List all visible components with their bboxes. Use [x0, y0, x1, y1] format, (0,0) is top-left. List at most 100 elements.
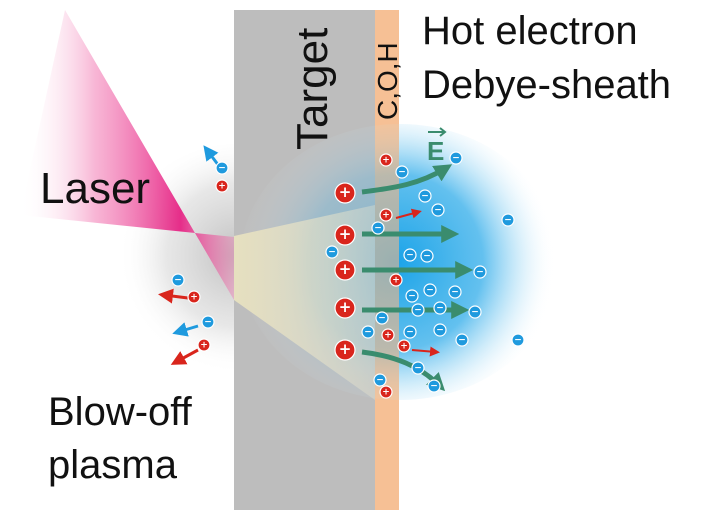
svg-text:−: − — [452, 154, 460, 164]
svg-text:+: + — [339, 183, 352, 201]
svg-text:+: + — [339, 340, 352, 358]
electron-particle: − — [468, 305, 482, 319]
svg-text:−: − — [328, 248, 336, 258]
ion-particle: + — [379, 385, 393, 399]
target-label: Target — [288, 28, 337, 150]
ion-particle: + — [379, 208, 393, 222]
svg-text:−: − — [504, 216, 512, 226]
svg-text:−: − — [174, 276, 182, 286]
svg-text:−: − — [406, 328, 414, 338]
rear-ion-arrows — [395, 208, 440, 357]
svg-text:−: − — [426, 286, 434, 296]
svg-text:+: + — [339, 260, 352, 278]
electron-particle: − — [433, 323, 447, 337]
svg-text:−: − — [451, 288, 459, 298]
electron-arrow — [172, 322, 199, 337]
svg-text:+: + — [400, 342, 408, 352]
svg-text:−: − — [458, 336, 466, 346]
sheath-label-line1: Hot electron — [422, 9, 638, 53]
svg-text:+: + — [339, 225, 352, 243]
electron-particle: − — [375, 311, 389, 325]
electron-particle: − — [448, 285, 462, 299]
electron-particle: − — [405, 289, 419, 303]
electron-particle: − — [418, 189, 432, 203]
svg-text:−: − — [421, 192, 429, 202]
svg-text:+: + — [384, 331, 392, 341]
svg-text:+: + — [392, 276, 400, 286]
ion-arrow — [411, 346, 440, 357]
svg-text:+: + — [382, 388, 390, 398]
ion-particle: + — [334, 182, 356, 204]
electron-particle: − — [473, 265, 487, 279]
ion-particle: + — [215, 179, 229, 193]
ion-particle: + — [381, 328, 395, 342]
svg-text:−: − — [423, 252, 431, 262]
electron-particle: − — [411, 361, 425, 375]
ion-particle: + — [334, 297, 356, 319]
electron-particle: − — [433, 301, 447, 315]
electron-particle: − — [373, 373, 387, 387]
contaminant-label: C,O,H — [372, 42, 403, 120]
svg-text:−: − — [471, 308, 479, 318]
ion-arrow — [158, 288, 189, 304]
svg-text:−: − — [398, 168, 406, 178]
ion-particle: + — [334, 224, 356, 246]
blowoff-label-line1: Blow-off — [48, 390, 193, 434]
electron-particle: − — [395, 165, 409, 179]
laser-label: Laser — [40, 164, 150, 213]
svg-text:−: − — [374, 224, 382, 234]
electron-particle: − — [427, 379, 441, 393]
ion-particle: + — [197, 338, 211, 352]
electron-particle: − — [215, 161, 229, 175]
blowoff-label-line2: plasma — [48, 443, 178, 487]
svg-text:−: − — [436, 304, 444, 314]
svg-text:+: + — [218, 182, 226, 192]
svg-text:−: − — [430, 382, 438, 392]
svg-text:−: − — [408, 292, 416, 302]
svg-text:+: + — [382, 156, 390, 166]
ion-arrow — [395, 208, 422, 219]
field-vector-arrow-icon — [428, 127, 447, 137]
electron-particle: − — [431, 203, 445, 217]
electron-particle: − — [371, 221, 385, 235]
electron-particle: − — [361, 325, 375, 339]
svg-text:−: − — [414, 364, 422, 374]
electron-particle: − — [325, 245, 339, 259]
ion-particle: + — [389, 273, 403, 287]
electron-particle: − — [455, 333, 469, 347]
ion-particle: + — [334, 339, 356, 361]
electron-particle: − — [403, 248, 417, 262]
svg-text:−: − — [434, 206, 442, 216]
electron-particle: − — [403, 325, 417, 339]
ion-particle: + — [187, 290, 201, 304]
electron-particle: − — [511, 333, 525, 347]
front-arrows — [158, 145, 224, 365]
electron-particle: − — [411, 303, 425, 317]
ion-particle: + — [334, 259, 356, 281]
sheath-label-line2: Debye-sheath — [422, 63, 671, 107]
svg-text:−: − — [364, 328, 372, 338]
svg-text:−: − — [218, 164, 226, 174]
electron-particle: − — [201, 315, 215, 329]
electron-particle: − — [501, 213, 515, 227]
electron-particle: − — [420, 249, 434, 263]
field-arrow — [361, 164, 453, 195]
field-label: E — [427, 136, 444, 166]
ion-particle: + — [397, 339, 411, 353]
svg-text:−: − — [406, 251, 414, 261]
svg-text:+: + — [339, 298, 352, 316]
svg-text:−: − — [378, 314, 386, 324]
laser-beam — [20, 10, 234, 300]
svg-text:+: + — [200, 341, 208, 351]
svg-text:+: + — [190, 293, 198, 303]
particles: ++++++++++++++−−−−−− − −−−− −−−−−−− −− −−−−−−… — [171, 151, 525, 399]
svg-text:−: − — [514, 336, 522, 346]
svg-text:−: − — [376, 376, 384, 386]
svg-text:−: − — [204, 318, 212, 328]
svg-text:+: + — [382, 211, 390, 221]
electron-particle: − — [423, 283, 437, 297]
ion-particle: + — [379, 153, 393, 167]
ion-arrow — [170, 348, 199, 365]
svg-text:−: − — [476, 268, 484, 278]
